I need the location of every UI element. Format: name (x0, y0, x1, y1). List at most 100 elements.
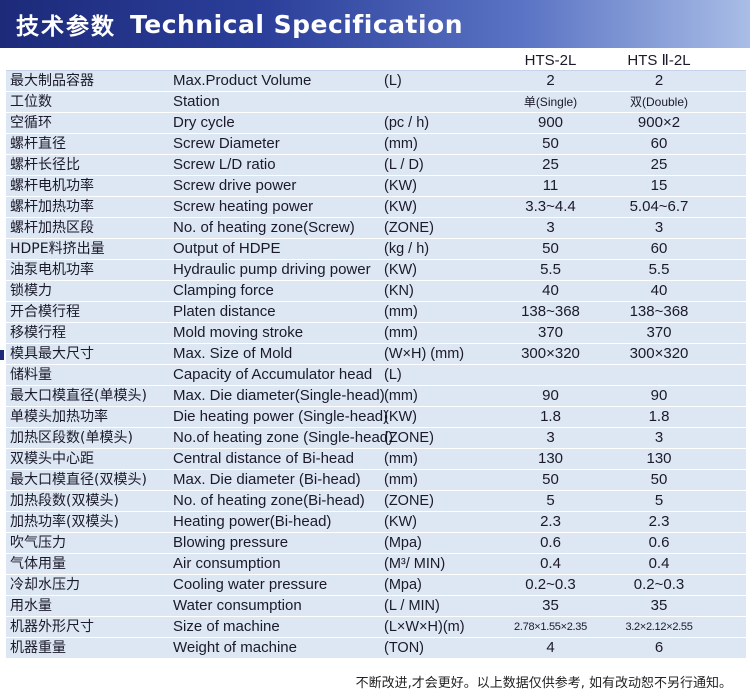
model-header-1: HTS-2L (524, 52, 577, 69)
model-2-value: 5.04~6.7 (629, 198, 689, 215)
model-1-value: 50 (542, 240, 559, 257)
param-name-en: Capacity of Accumulator head (173, 366, 373, 383)
model-2-value: 15 (650, 177, 668, 194)
param-unit: (ZONE) (384, 220, 434, 236)
model-2-value: 138~368 (629, 303, 689, 320)
model-1-value: 90 (542, 387, 559, 404)
param-name-en: Mold moving stroke (173, 324, 304, 341)
model-2-value: 6 (654, 639, 664, 656)
param-name-en: Central distance of Bi-head (173, 450, 354, 467)
param-name-en: Screw L/D ratio (173, 156, 276, 173)
param-name-cn: 双模头中心距 (10, 451, 94, 467)
model-1-value: 3 (546, 429, 555, 446)
param-unit: (Mpa) (384, 577, 422, 593)
model-1-value: 2 (546, 72, 555, 89)
model-2-value: 40 (650, 282, 668, 299)
model-1-value: 3.3~4.4 (525, 198, 576, 215)
table-row: 吹气压力 Blowing pressure (Mpa) 0.6 0.6 (6, 533, 746, 554)
param-unit: (mm) (384, 325, 418, 341)
table-row: 最大口模直径(单模头) Max. Die diameter(Single-head… (6, 386, 746, 407)
param-name-en: Screw Diameter (173, 135, 280, 152)
margin-mark (0, 350, 4, 360)
table-row: 加热区段数(单模头) No.of heating zone (Single-hea… (6, 428, 746, 449)
model-2-value: 60 (650, 240, 668, 257)
param-unit: (ZONE) (384, 430, 434, 446)
table-row: 最大制品容器 Max.Product Volume (L) 2 2 (6, 71, 746, 92)
model-2-value: 35 (650, 597, 668, 614)
param-name-cn: 锁模力 (10, 283, 52, 299)
param-unit: (L×W×H)(m) (384, 619, 465, 635)
model-2-value: 50 (650, 471, 668, 488)
model-2-value: 5 (654, 492, 664, 509)
param-name-en: Screw drive power (173, 177, 297, 194)
param-name-cn: 螺杆加热区段 (10, 220, 94, 236)
param-unit: (L) (384, 73, 402, 89)
param-name-cn: 工位数 (10, 94, 52, 110)
param-name-cn: 加热功率(双模头) (10, 514, 119, 530)
table-row: 移模行程 Mold moving stroke (mm) 370 370 (6, 323, 746, 344)
table-row: 最大口模直径(双模头) Max. Die diameter (Bi-head) (m… (6, 470, 746, 491)
param-name-cn: 单模头加热功率 (10, 409, 108, 425)
model-1-value: 370 (537, 324, 564, 341)
model-2-value: 3 (654, 429, 664, 446)
param-name-cn: 储料量 (10, 367, 52, 383)
table-row: 空循环 Dry cycle (pc / h) 900 900×2 (6, 113, 746, 134)
param-name-cn: 最大口模直径(单模头) (10, 388, 147, 404)
param-name-en: Max.Product Volume (173, 72, 312, 89)
table-row: 螺杆长径比 Screw L/D ratio (L / D) 25 25 (6, 155, 746, 176)
model-2-value: 3 (654, 219, 664, 236)
param-unit: (M³/ MIN) (384, 556, 446, 572)
param-name-en: Cooling water pressure (173, 576, 328, 593)
title-chinese: 技术参数 (16, 14, 116, 40)
model-1-value: 5.5 (540, 261, 561, 278)
model-1-value: 11 (542, 177, 559, 194)
spec-table: HTS-2L HTS Ⅱ-2L 最大制品容器 Max.Product Volume… (6, 52, 746, 659)
param-name-cn: 最大制品容器 (10, 73, 94, 89)
param-name-en: Size of machine (173, 618, 280, 635)
model-2-value: 1.8 (648, 408, 670, 425)
model-2-value: 双(Double) (629, 95, 689, 109)
table-row: 螺杆电机功率 Screw drive power (KW) 11 15 (6, 176, 746, 197)
param-unit: (KW) (384, 262, 418, 278)
model-1-value: 900 (537, 114, 564, 131)
model-1-value: 0.4 (540, 555, 561, 572)
model-1-value: 130 (537, 450, 564, 467)
table-row: 用水量 Water consumption (L / MIN) 35 35 (6, 596, 746, 617)
param-name-en: Max. Die diameter (Bi-head) (173, 471, 361, 488)
param-name-cn: 加热区段数(单模头) (10, 430, 133, 446)
model-2-value: 370 (646, 324, 672, 341)
model-2-value: 25 (650, 156, 668, 173)
model-2-value: 0.6 (648, 534, 670, 551)
table-row: 开合模行程 Platen distance (mm) 138~368 138~368 (6, 302, 746, 323)
model-2-value: 0.4 (648, 555, 670, 572)
table-row: HDPE料挤出量 Output of HDPE (kg / h) 50 60 (6, 239, 746, 260)
table-row: 冷却水压力 Cooling water pressure (Mpa) 0.2~0.3 0… (6, 575, 746, 596)
param-unit: (ZONE) (384, 493, 434, 509)
table-row: 螺杆加热区段 No. of heating zone(Screw) (ZONE) 3 3 (6, 218, 746, 239)
table-row: 单模头加热功率 Die heating power (Single-head) (K… (6, 407, 746, 428)
column-header-row: HTS-2L HTS Ⅱ-2L (6, 52, 746, 71)
param-name-cn: 加热段数(双模头) (10, 493, 119, 509)
param-name-en: Screw heating power (173, 198, 314, 215)
param-unit: (KW) (384, 514, 418, 530)
param-name-cn: 气体用量 (10, 556, 66, 572)
model-2-value: 130 (646, 450, 672, 467)
model-2-value: 60 (650, 135, 668, 152)
param-name-en: Hydraulic pump driving power (173, 261, 371, 278)
table-row: 工位数 Station 单(Single) 双(Double) (6, 92, 746, 113)
param-name-en: Output of HDPE (173, 240, 281, 257)
model-2-value: 900×2 (637, 114, 681, 131)
model-2-value: 5.5 (648, 261, 670, 278)
table-row: 机器外形尺寸 Size of machine (L×W×H)(m) 2.78×1.55… (6, 617, 746, 638)
param-name-cn: HDPE料挤出量 (10, 241, 105, 257)
table-row: 螺杆加热功率 Screw heating power (KW) 3.3~4.4 5.04… (6, 197, 746, 218)
model-2-value: 90 (650, 387, 668, 404)
param-name-en: Clamping force (173, 282, 274, 299)
table-row: 螺杆直径 Screw Diameter (mm) 50 60 (6, 134, 746, 155)
param-name-cn: 开合模行程 (10, 304, 80, 320)
param-name-cn: 吹气压力 (10, 535, 66, 551)
param-name-cn: 空循环 (10, 115, 52, 131)
model-1-value: 2.3 (540, 513, 561, 530)
param-unit: (pc / h) (384, 115, 430, 131)
